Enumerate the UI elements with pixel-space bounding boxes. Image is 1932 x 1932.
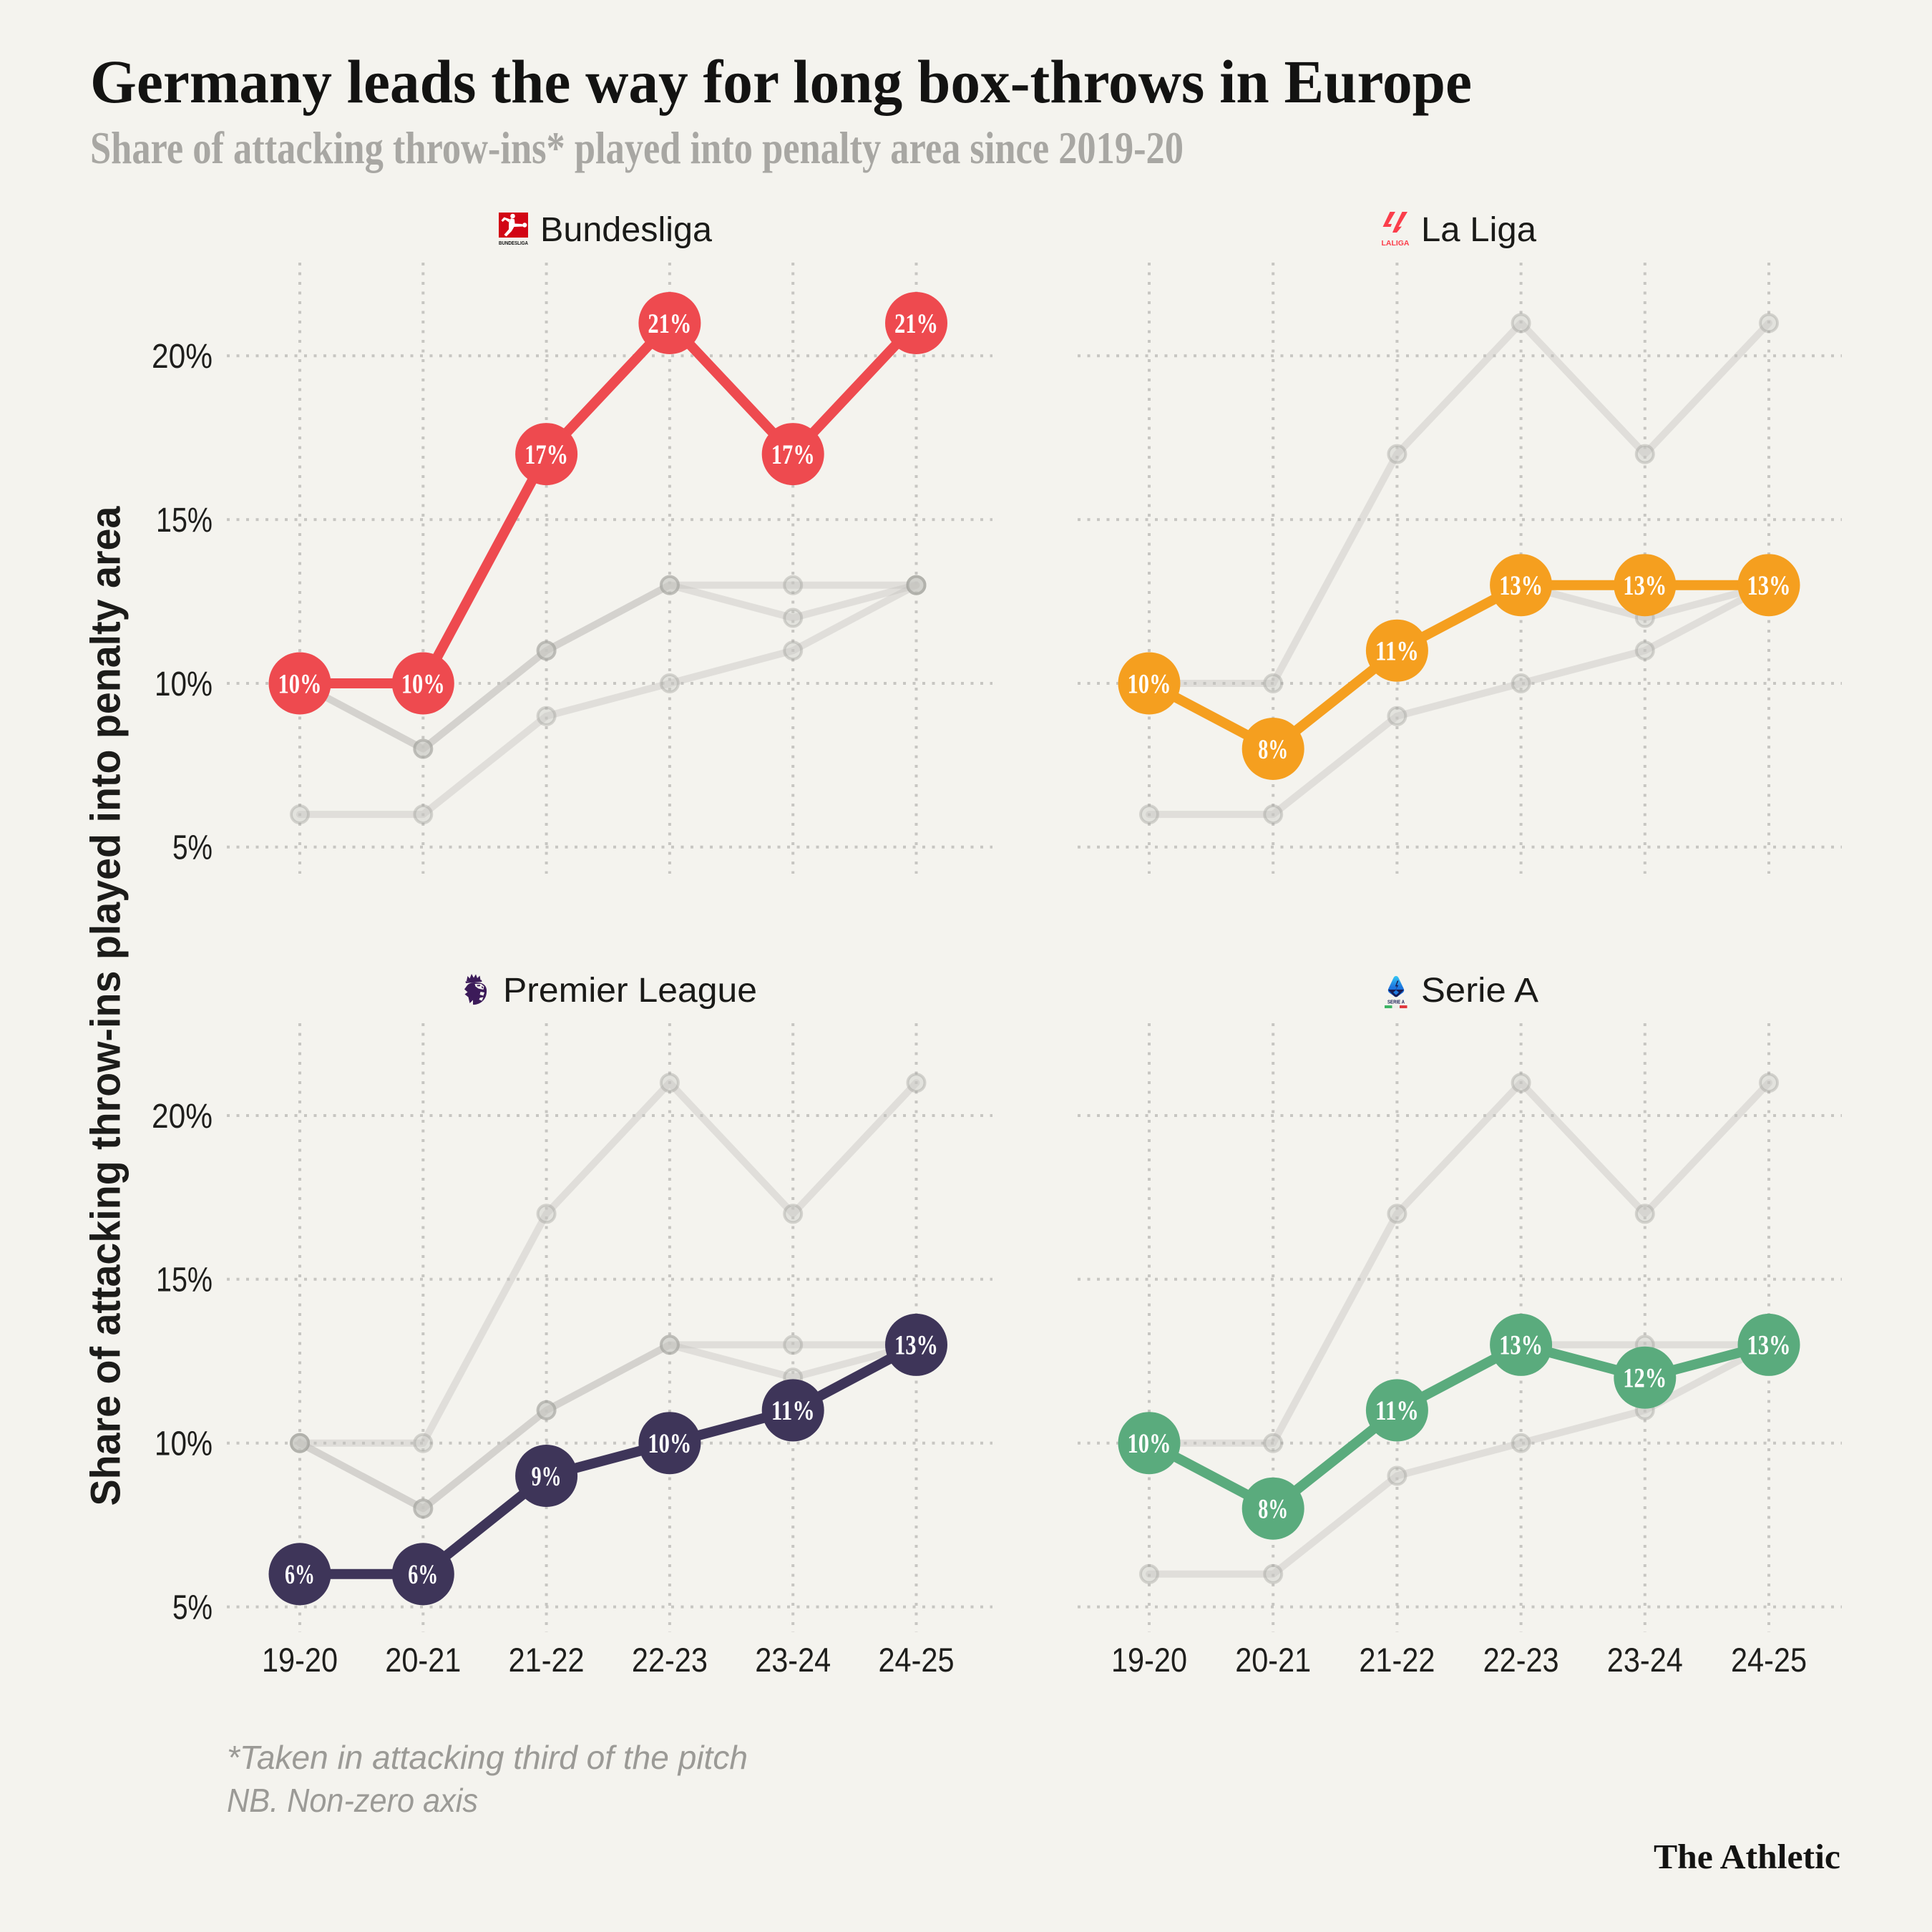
svg-text:24-25: 24-25 xyxy=(879,1641,955,1679)
svg-text:Bundesliga: Bundesliga xyxy=(540,211,712,249)
svg-text:Premier League: Premier League xyxy=(503,972,757,1010)
svg-text:NB. Non-zero axis: NB. Non-zero axis xyxy=(227,1782,478,1819)
svg-text:13%: 13% xyxy=(1499,1330,1543,1361)
svg-text:8%: 8% xyxy=(1258,1493,1288,1524)
svg-text:20%: 20% xyxy=(152,338,213,376)
svg-text:11%: 11% xyxy=(1375,635,1419,666)
svg-text:19-20: 19-20 xyxy=(262,1641,338,1679)
svg-text:13%: 13% xyxy=(1499,570,1543,601)
svg-text:The Athletic: The Athletic xyxy=(1654,1837,1840,1876)
svg-text:9%: 9% xyxy=(532,1461,562,1492)
svg-text:21-22: 21-22 xyxy=(509,1641,585,1679)
svg-text:Germany leads the way for long: Germany leads the way for long box-throw… xyxy=(90,47,1472,116)
svg-text:Serie A: Serie A xyxy=(1421,972,1538,1010)
svg-text:6%: 6% xyxy=(408,1559,438,1590)
svg-text:12%: 12% xyxy=(1623,1362,1667,1393)
svg-text:22-23: 22-23 xyxy=(632,1641,708,1679)
svg-text:17%: 17% xyxy=(525,439,568,470)
svg-text:20-21: 20-21 xyxy=(1235,1641,1311,1679)
svg-text:13%: 13% xyxy=(1747,1330,1791,1361)
svg-text:10%: 10% xyxy=(1128,668,1171,699)
svg-text:SERIE A: SERIE A xyxy=(1387,1000,1405,1005)
svg-text:10%: 10% xyxy=(401,668,445,699)
svg-text:20%: 20% xyxy=(152,1098,213,1136)
svg-text:Share of attacking throw-ins p: Share of attacking throw-ins played into… xyxy=(82,506,129,1506)
svg-text:10%: 10% xyxy=(1128,1428,1171,1459)
svg-text:11%: 11% xyxy=(1375,1395,1419,1426)
svg-text:21-22: 21-22 xyxy=(1359,1641,1435,1679)
svg-text:13%: 13% xyxy=(894,1330,938,1361)
svg-text:13%: 13% xyxy=(1623,570,1667,601)
svg-text:10%: 10% xyxy=(648,1428,691,1459)
svg-text:10%: 10% xyxy=(155,1425,213,1463)
svg-text:5%: 5% xyxy=(172,1589,213,1626)
svg-text:22-23: 22-23 xyxy=(1483,1641,1559,1679)
svg-text:*Taken in attacking third of t: *Taken in attacking third of the pitch xyxy=(227,1739,748,1776)
svg-text:15%: 15% xyxy=(156,1262,213,1299)
svg-text:10%: 10% xyxy=(155,665,213,703)
svg-text:La Liga: La Liga xyxy=(1421,211,1536,249)
svg-text:17%: 17% xyxy=(771,439,815,470)
svg-text:11%: 11% xyxy=(771,1395,815,1426)
svg-text:15%: 15% xyxy=(156,502,213,540)
svg-text:8%: 8% xyxy=(1258,734,1288,765)
svg-text:6%: 6% xyxy=(285,1559,315,1590)
svg-text:21%: 21% xyxy=(894,308,938,339)
svg-text:19-20: 19-20 xyxy=(1111,1641,1187,1679)
svg-text:13%: 13% xyxy=(1747,570,1791,601)
svg-text:24-25: 24-25 xyxy=(1731,1641,1807,1679)
svg-text:23-24: 23-24 xyxy=(1607,1641,1683,1679)
svg-text:Share of attacking throw-ins*: Share of attacking throw-ins* played int… xyxy=(90,123,1184,173)
svg-text:21%: 21% xyxy=(648,308,691,339)
svg-text:5%: 5% xyxy=(172,829,213,867)
svg-text:20-21: 20-21 xyxy=(385,1641,461,1679)
svg-text:LALIGA: LALIGA xyxy=(1382,240,1410,248)
svg-text:10%: 10% xyxy=(278,668,322,699)
svg-text:BUNDESLIGA: BUNDESLIGA xyxy=(499,241,528,246)
svg-text:23-24: 23-24 xyxy=(755,1641,831,1679)
